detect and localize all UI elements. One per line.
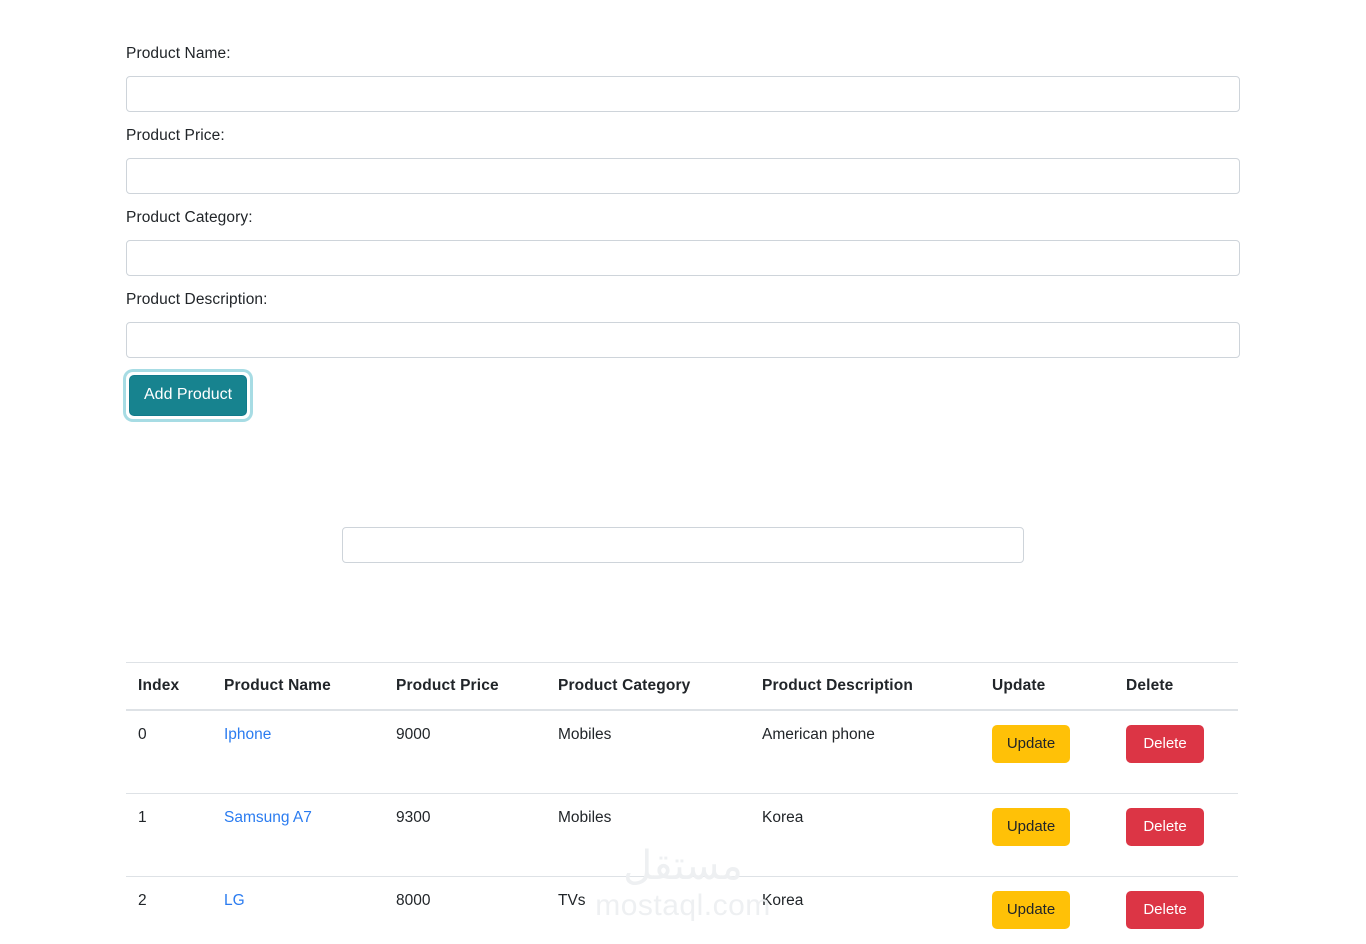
table-row: 1 Samsung A7 9300 Mobiles Korea Update D… (126, 793, 1238, 877)
cell-product-description: Korea (762, 892, 804, 909)
cell-product-name: Samsung A7 (212, 793, 384, 877)
product-name-link[interactable]: Iphone (224, 726, 272, 743)
cell-product-name: Iphone (212, 710, 384, 794)
header-index: Index (126, 662, 212, 711)
table-row: 0 Iphone 9000 Mobiles American phone Upd… (126, 710, 1238, 794)
product-name-link[interactable]: Samsung A7 (224, 809, 312, 826)
header-product-name: Product Name (212, 662, 384, 711)
delete-button[interactable]: Delete (1126, 808, 1204, 846)
products-table-container: Index Product Name Product Price Product… (126, 662, 1238, 944)
cell-update: Update (980, 710, 1114, 794)
header-product-price: Product Price (384, 662, 546, 711)
cell-delete: Delete (1114, 710, 1238, 794)
delete-button[interactable]: Delete (1126, 891, 1204, 929)
header-product-category: Product Category (546, 662, 750, 711)
update-button[interactable]: Update (992, 725, 1070, 763)
cell-delete: Delete (1114, 793, 1238, 877)
header-product-description: Product Description (750, 662, 980, 711)
table-body: 0 Iphone 9000 Mobiles American phone Upd… (126, 710, 1238, 944)
product-name-label: Product Name: (126, 45, 231, 62)
cell-index: 0 (126, 710, 212, 794)
product-name-input[interactable] (126, 76, 1240, 112)
cell-product-price: 8000 (396, 892, 431, 909)
product-price-label: Product Price: (126, 127, 225, 144)
header-update: Update (980, 662, 1114, 711)
update-button[interactable]: Update (992, 891, 1070, 929)
product-name-link[interactable]: LG (224, 892, 245, 909)
cell-product-category: Mobiles (546, 710, 750, 794)
table-header-row: Index Product Name Product Price Product… (126, 662, 1238, 711)
delete-button[interactable]: Delete (1126, 725, 1204, 763)
product-description-input[interactable] (126, 322, 1240, 358)
table-header: Index Product Name Product Price Product… (126, 662, 1238, 711)
update-button[interactable]: Update (992, 808, 1070, 846)
cell-product-name: LG (212, 877, 384, 944)
cell-index: 1 (126, 793, 212, 877)
cell-product-description: American phone (750, 710, 980, 794)
cell-index: 2 (138, 892, 147, 909)
cell-product-price: 9300 (384, 793, 546, 877)
search-input[interactable] (342, 527, 1024, 563)
cell-product-price: 9000 (384, 710, 546, 794)
product-price-input[interactable] (126, 158, 1240, 194)
cell-update: Update (980, 793, 1114, 877)
product-category-input[interactable] (126, 240, 1240, 276)
header-delete: Delete (1114, 662, 1238, 711)
add-product-button[interactable]: Add Product (129, 375, 248, 416)
cell-product-description: Korea (750, 793, 980, 877)
search-container (342, 527, 1024, 563)
product-category-label: Product Category: (126, 209, 253, 226)
add-product-button-focus-ring: Add Product (126, 372, 250, 419)
cell-delete: Delete (1114, 877, 1238, 944)
table-row: 2 LG 8000 TVs Korea Update Delete (126, 877, 1238, 944)
cell-product-category: Mobiles (546, 793, 750, 877)
products-table: Index Product Name Product Price Product… (126, 662, 1238, 944)
cell-product-category: TVs (558, 892, 586, 909)
cell-update: Update (980, 877, 1114, 944)
add-product-form: Product Name: Product Price: Product Cat… (126, 44, 1240, 419)
product-description-label: Product Description: (126, 291, 268, 308)
